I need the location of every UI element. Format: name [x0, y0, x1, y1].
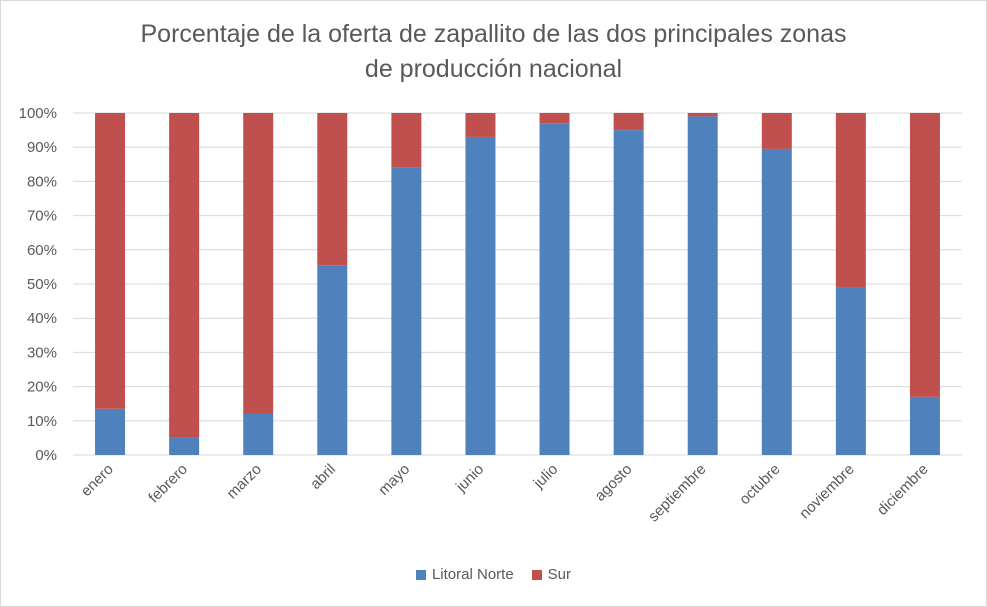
bar-sur: [465, 113, 496, 137]
x-tick-label: septiembre: [645, 461, 709, 525]
legend-item-sur: Sur: [531, 566, 572, 583]
bar-litoral-norte: [539, 123, 570, 455]
legend-label: Litoral Norte: [431, 566, 514, 583]
y-tick-label: 60%: [27, 242, 57, 259]
y-tick-label: 70%: [27, 208, 57, 225]
chart-title-line-2: de producción nacional: [364, 55, 623, 83]
bar-sur: [391, 113, 422, 168]
legend-label: Sur: [547, 566, 572, 583]
bar-sur: [761, 113, 792, 149]
bar-litoral-norte: [317, 265, 348, 455]
bar-sur: [95, 113, 126, 409]
bar-litoral-norte: [169, 437, 200, 455]
bar-litoral-norte: [391, 167, 422, 455]
bar-litoral-norte: [95, 408, 126, 455]
y-tick-label: 90%: [27, 139, 57, 156]
bar-litoral-norte: [835, 287, 866, 455]
bar-litoral-norte: [465, 136, 496, 455]
x-tick-label: junio: [452, 461, 487, 496]
bar-sur: [243, 113, 274, 414]
x-tick-label: agosto: [592, 461, 636, 505]
bar-litoral-norte: [243, 413, 274, 455]
x-tick-label: abril: [307, 461, 339, 493]
bar-sur: [687, 113, 718, 117]
x-tick-label: mayo: [375, 461, 413, 499]
x-tick-label: noviembre: [796, 461, 858, 523]
bar-litoral-norte: [613, 130, 644, 455]
legend-item-litoral-norte: Litoral Norte: [415, 566, 514, 583]
y-tick-label: 30%: [27, 344, 57, 361]
y-tick-label: 100%: [19, 105, 57, 122]
bar-sur: [539, 113, 570, 124]
legend-swatch-sur: [531, 569, 542, 580]
y-tick-label: 20%: [27, 379, 57, 396]
x-tick-label: febrero: [145, 461, 191, 507]
x-tick-label: enero: [78, 461, 117, 500]
y-tick-label: 40%: [27, 310, 57, 327]
bar-sur: [909, 113, 940, 397]
x-tick-label: diciembre: [874, 461, 932, 519]
y-tick-label: 10%: [27, 413, 57, 430]
bar-sur: [169, 113, 200, 438]
x-tick-label: marzo: [224, 461, 265, 502]
legend-swatch-litoral-norte: [415, 569, 426, 580]
bar-litoral-norte: [687, 116, 718, 456]
bar-litoral-norte: [761, 148, 792, 455]
bar-sur: [317, 113, 348, 266]
chart-title-line-1: Porcentaje de la oferta de zapallito de …: [140, 20, 847, 48]
legend: Litoral Norte Sur: [0, 566, 987, 583]
chart-title: Porcentaje de la oferta de zapallito de …: [0, 17, 987, 87]
y-tick-label: 80%: [27, 173, 57, 190]
bar-sur: [835, 113, 866, 288]
x-tick-label: julio: [530, 461, 562, 493]
bar-litoral-norte: [909, 396, 940, 455]
x-tick-label: octubre: [736, 461, 783, 508]
y-tick-label: 50%: [27, 276, 57, 293]
y-tick-label: 0%: [35, 447, 57, 464]
bar-sur: [613, 113, 644, 131]
